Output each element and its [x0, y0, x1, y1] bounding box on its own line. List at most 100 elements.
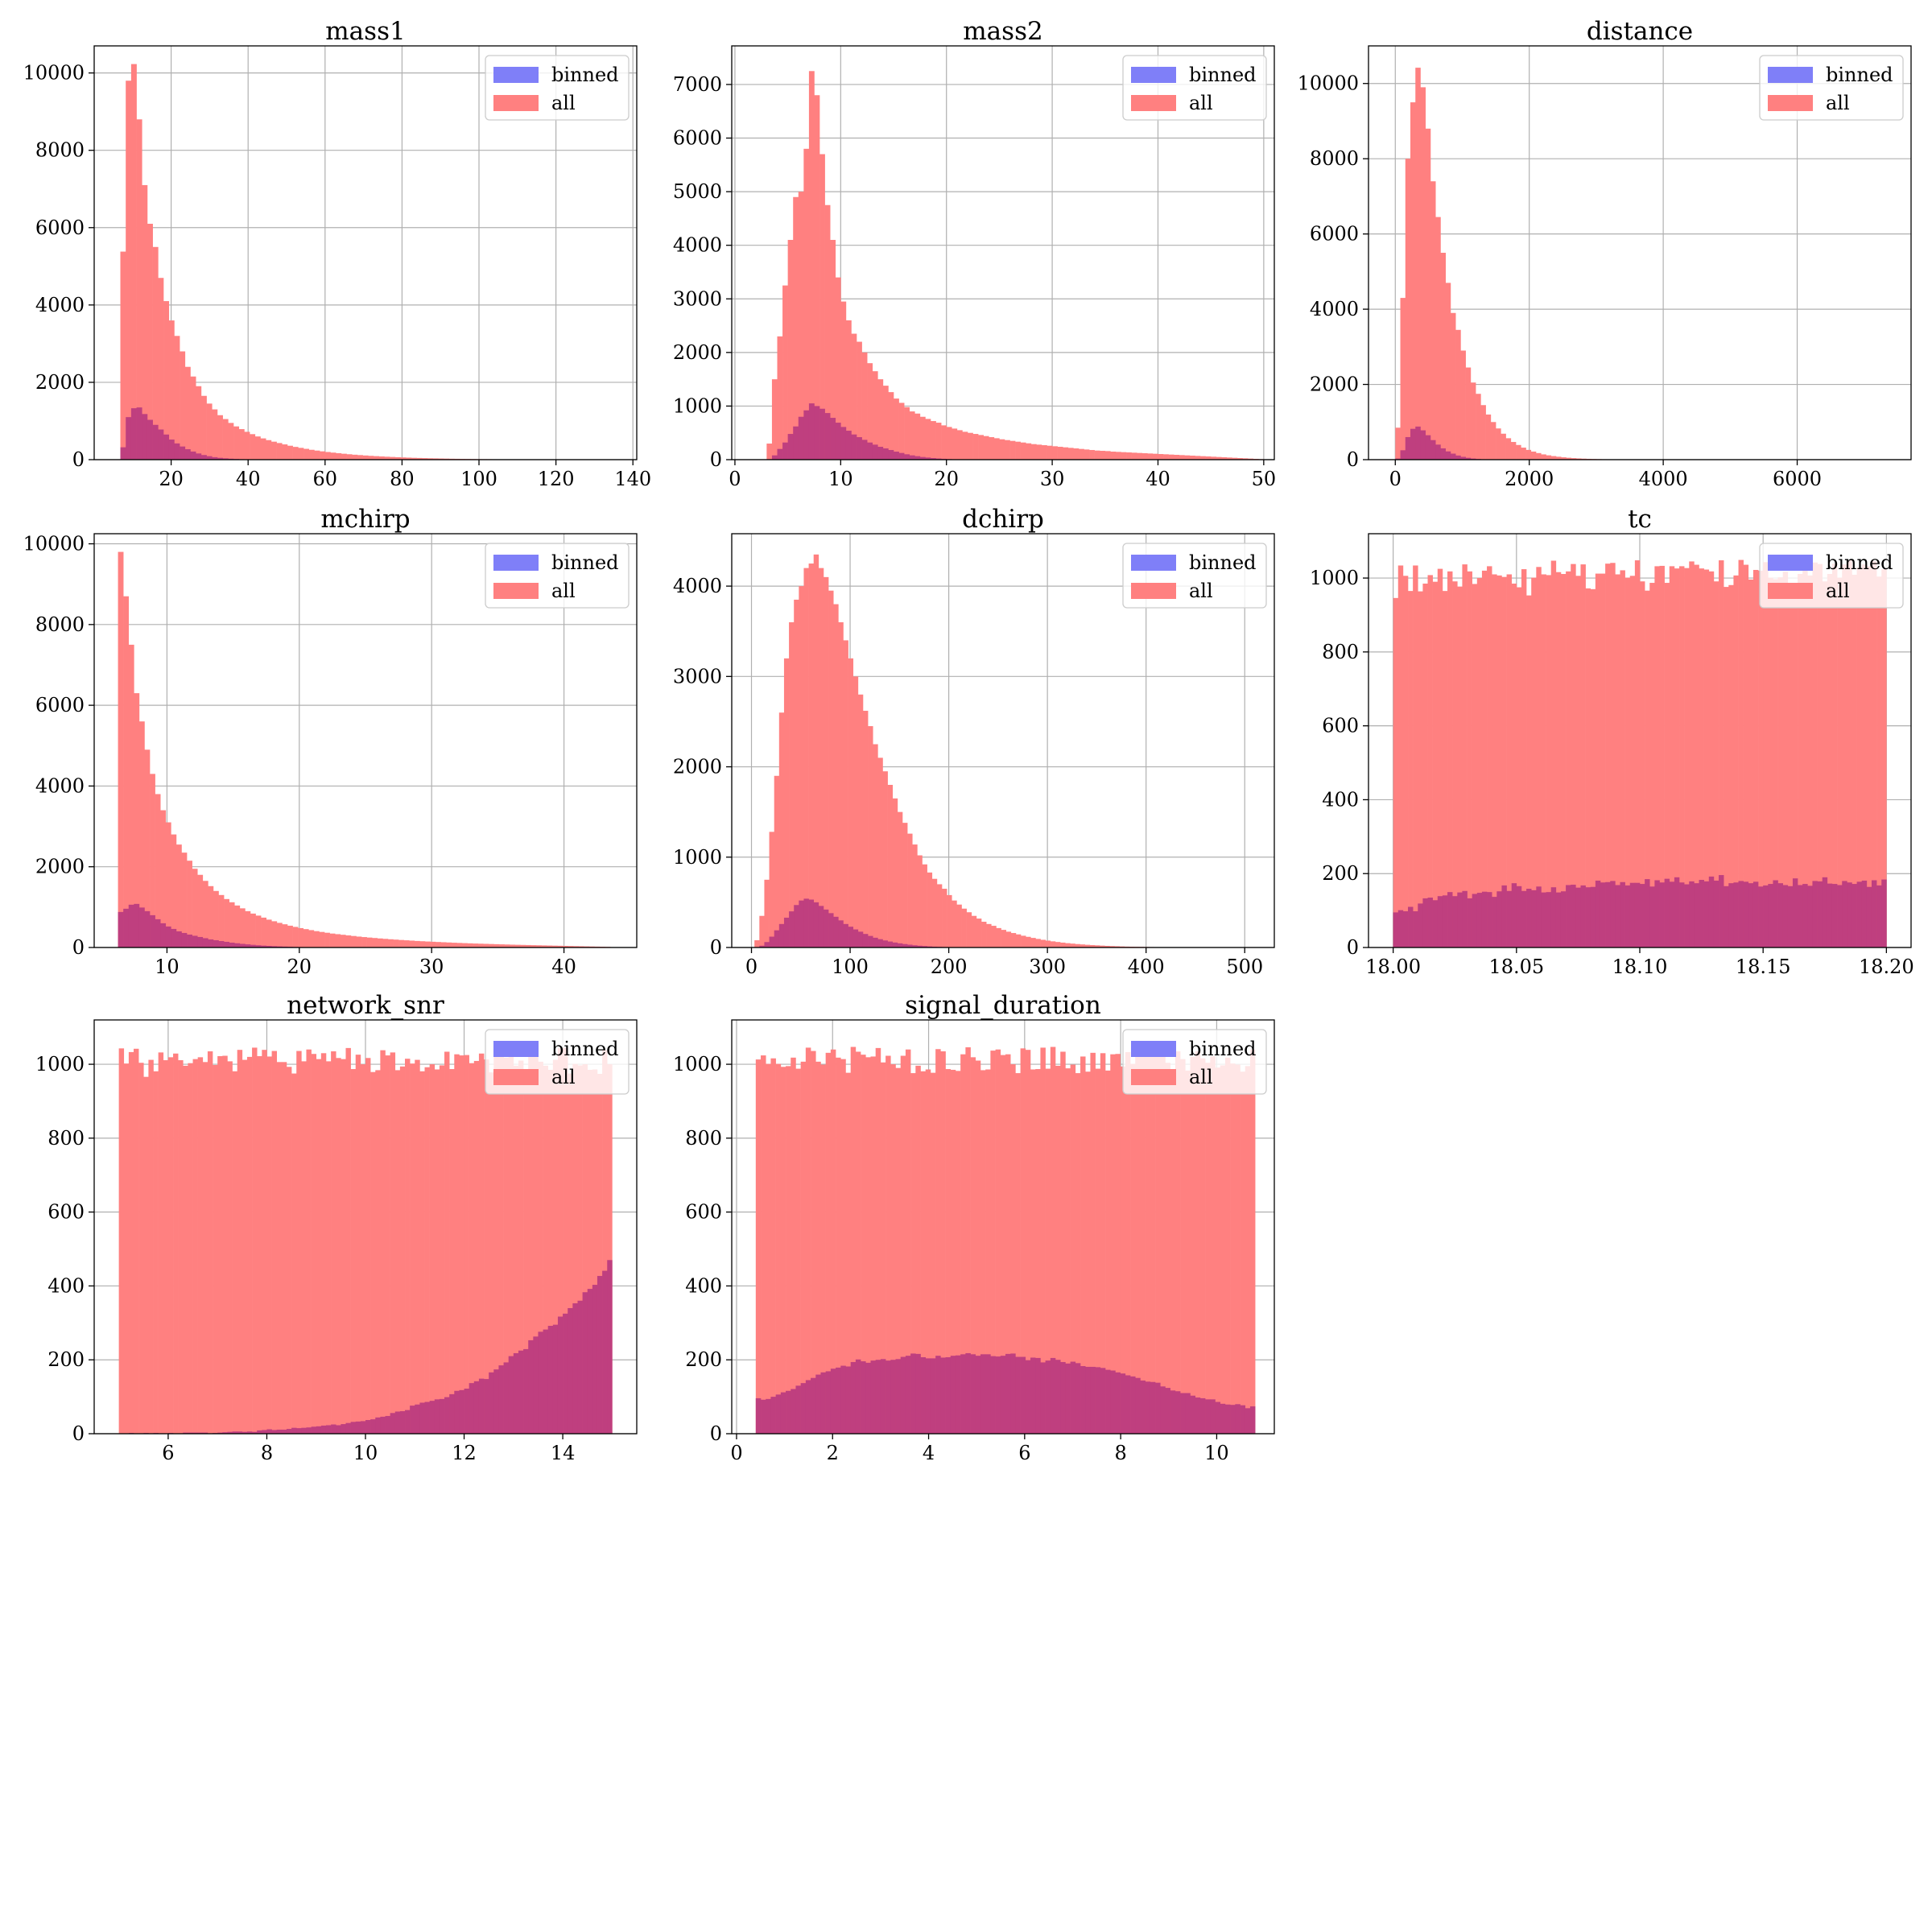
- all-bar: [1395, 427, 1401, 460]
- all-bar: [1462, 564, 1468, 947]
- all-bar: [1440, 253, 1446, 460]
- binned-bar: [793, 426, 799, 460]
- all-bar: [1080, 944, 1086, 947]
- legend-label-binned: binned: [1826, 64, 1893, 86]
- binned-bar: [128, 904, 134, 947]
- all-bar: [1131, 452, 1137, 460]
- all-bar: [1566, 457, 1572, 460]
- binned-bar: [914, 456, 921, 460]
- binned-bar: [1590, 886, 1596, 947]
- binned-bar: [886, 1360, 891, 1434]
- all-bar: [793, 196, 799, 460]
- all-bar: [213, 890, 219, 947]
- all-bar: [1220, 1065, 1226, 1434]
- x-tick-label: 6: [1018, 1442, 1030, 1464]
- all-bar: [384, 456, 390, 460]
- all-bar: [770, 1058, 776, 1434]
- binned-bar: [192, 935, 198, 947]
- all-bar: [1060, 942, 1066, 947]
- binned-bar: [808, 403, 815, 460]
- binned-bar: [940, 1357, 946, 1434]
- all-bar: [1427, 575, 1433, 947]
- all-bar: [573, 946, 579, 947]
- all-bar: [1015, 934, 1022, 947]
- all-bar: [936, 884, 943, 947]
- all-bar: [1501, 433, 1506, 460]
- binned-bar: [184, 449, 191, 460]
- all-bar: [282, 444, 288, 460]
- all-bar: [281, 1062, 287, 1434]
- binned-bar: [350, 1422, 357, 1434]
- binned-bar: [1010, 1353, 1016, 1434]
- all-bar: [370, 1071, 376, 1434]
- all-bar: [907, 833, 913, 947]
- all-bar: [1708, 571, 1715, 947]
- x-tick-label: 18.20: [1859, 956, 1914, 978]
- y-tick-label: 6000: [673, 127, 722, 150]
- all-bar: [551, 945, 558, 947]
- binned-bar: [1802, 884, 1808, 947]
- binned-bar: [405, 1410, 411, 1434]
- binned-bar: [1516, 886, 1522, 947]
- binned-bar: [1115, 1372, 1121, 1434]
- all-bar: [1768, 577, 1773, 947]
- all-bar: [123, 1063, 130, 1434]
- all-bar: [557, 1047, 564, 1434]
- all-bars: [766, 71, 1265, 460]
- binned-bar: [777, 448, 783, 460]
- y-tick-label: 1000: [1310, 567, 1359, 589]
- all-bar: [399, 1066, 406, 1434]
- binned-bar: [306, 1427, 312, 1434]
- all-bar: [1501, 576, 1507, 947]
- all-bar: [976, 919, 982, 947]
- y-tick-label: 200: [685, 1348, 722, 1371]
- binned-bar: [250, 944, 256, 947]
- all-bar: [298, 448, 304, 460]
- all-bar: [909, 411, 915, 460]
- binned-bar: [930, 1358, 936, 1434]
- all-bar: [438, 458, 444, 460]
- all-bar: [868, 726, 873, 947]
- legend-swatch-binned: [493, 67, 539, 83]
- all-bar: [1410, 102, 1416, 460]
- x-tick-label: 2: [827, 1442, 839, 1464]
- binned-bar: [791, 1389, 796, 1434]
- binned-bar: [820, 1372, 826, 1434]
- all-bar: [1090, 1052, 1096, 1434]
- all-bar: [1713, 581, 1719, 947]
- binned-bar: [543, 1329, 549, 1434]
- binned-bar: [1230, 1405, 1236, 1434]
- all-bar: [361, 937, 367, 947]
- all-bar: [440, 942, 447, 947]
- all-bar: [931, 878, 938, 947]
- binned-bar: [168, 440, 175, 460]
- all-bar: [789, 621, 795, 947]
- y-tick-label: 1000: [35, 1053, 85, 1075]
- legend-swatch-binned: [1768, 67, 1813, 83]
- y-tick-label: 200: [47, 1348, 85, 1371]
- all-bar: [985, 1069, 991, 1434]
- all-bar: [1393, 597, 1399, 947]
- all-bar: [568, 1073, 573, 1434]
- all-bar: [1664, 583, 1670, 947]
- all-bar: [276, 443, 283, 460]
- binned-bar: [229, 942, 235, 947]
- y-tick-label: 6000: [1310, 223, 1359, 246]
- all-bar: [377, 938, 383, 947]
- legend-swatch-binned: [1131, 1041, 1176, 1057]
- all-bar: [838, 621, 844, 947]
- all-bar: [155, 794, 161, 947]
- all-bar: [818, 568, 824, 947]
- all-bar: [171, 834, 177, 947]
- binned-bars: [755, 1352, 1256, 1434]
- binned-bar: [355, 1421, 361, 1434]
- panel-network_snr: 6 8 10 12 14 0 200 400 600 800 1000 network_snrbinn…: [35, 991, 638, 1464]
- binned-bar: [1005, 1353, 1011, 1434]
- all-bars: [1395, 68, 1692, 460]
- binned-bar: [824, 413, 831, 460]
- binned-bar: [935, 458, 942, 460]
- binned-bar: [311, 1426, 317, 1434]
- binned-bars: [754, 898, 962, 947]
- all-bar: [436, 942, 442, 947]
- y-tick-label: 0: [1347, 448, 1359, 471]
